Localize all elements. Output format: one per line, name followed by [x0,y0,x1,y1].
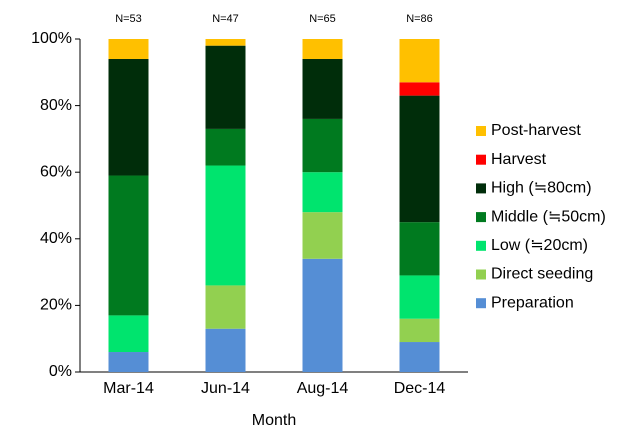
bar-segment [302,258,343,372]
x-axis-label: Month [252,412,296,429]
bar-segment [399,342,440,372]
bar-annotation: N=53 [115,13,142,25]
y-tick-label: 80% [40,97,72,114]
legend-swatch [476,269,486,280]
x-tick-label: Aug-14 [297,380,349,397]
bar-segment [205,328,246,372]
bar-segment [399,318,440,343]
bar-annotation: N=47 [212,13,239,25]
bar-segment [108,58,149,176]
legend-label: Low (≒20cm) [491,237,588,254]
y-tick-label: 100% [31,30,72,47]
bar-segment [108,175,149,316]
legend-swatch [476,126,486,136]
bar-segment [205,285,246,329]
bar-segment [399,222,440,276]
legend-label: Post-harvest [491,122,581,139]
legend-swatch [476,183,486,194]
bar-segment [302,39,343,59]
legend-label: Preparation [491,294,574,311]
bar-annotation: N=86 [406,13,433,25]
legend-label: Middle (≒50cm) [491,208,606,225]
legend-swatch [476,240,486,251]
bar-segment [108,315,149,353]
bar-segment [302,212,343,259]
legend-swatch [476,154,486,165]
bar-segment [399,95,440,223]
bar-segment [205,128,246,166]
bar-segment [205,45,246,129]
bar-segment [205,165,246,286]
bar-segment [205,39,246,46]
bar-segment [108,39,149,59]
bar-segment [399,39,440,83]
bar-segment [302,58,343,119]
bar-segment [302,118,343,173]
y-tick-label: 60% [40,163,72,180]
bar-segment [108,352,149,372]
y-tick-label: 0% [49,363,72,380]
legend-label: Direct seeding [491,266,593,283]
y-tick-label: 20% [40,297,72,314]
legend-swatch [476,298,486,309]
legend-label: Harvest [491,151,547,168]
bar-segment [399,82,440,96]
bar-segment [302,172,343,213]
x-tick-label: Jun-14 [201,380,250,397]
y-tick-label: 40% [40,230,72,247]
legend-label: High (≒80cm) [491,180,592,197]
x-tick-label: Mar-14 [103,380,154,397]
legend-swatch [476,212,486,223]
bar-segment [399,275,440,319]
x-tick-label: Dec-14 [394,380,446,397]
bar-annotation: N=65 [309,13,336,25]
